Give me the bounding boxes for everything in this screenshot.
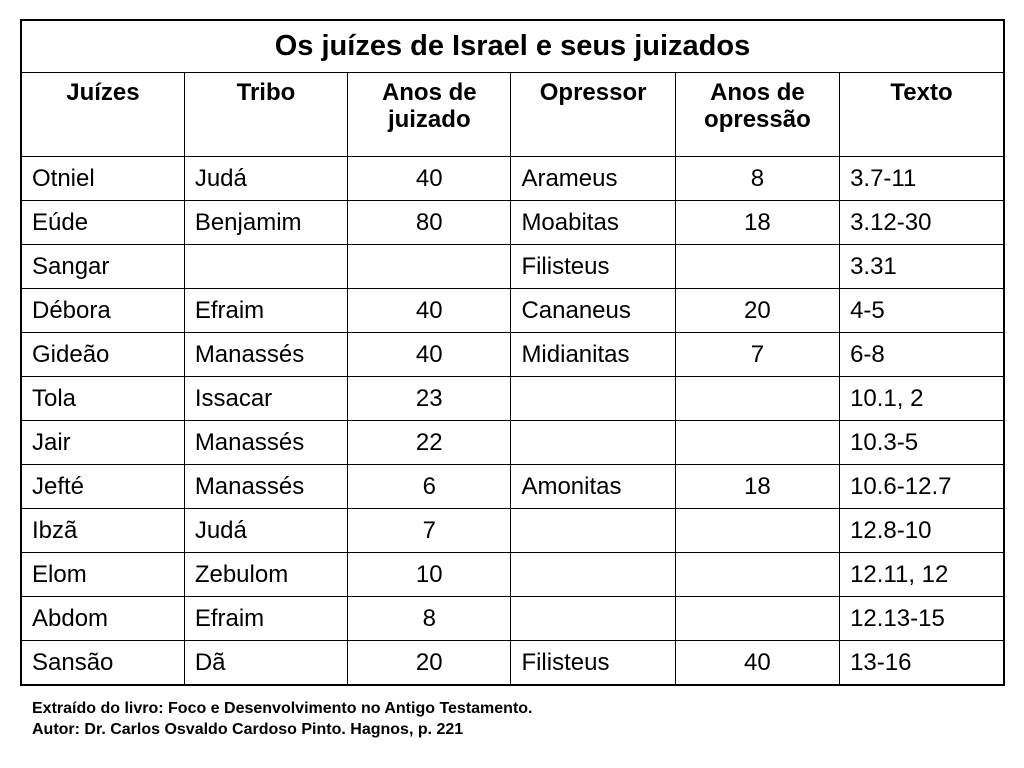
cell-oppressor: Midianitas: [510, 332, 676, 377]
cell-years-judged: 22: [347, 420, 512, 465]
cell-judge: Jair: [20, 420, 185, 465]
cell-judge: Sansão: [20, 640, 185, 686]
cell-text-reference: 4-5: [839, 288, 1005, 333]
cell-judge: Abdom: [20, 596, 185, 641]
table-body: Otniel Judá 40 Arameus 8 3.7-11 Eúde Ben…: [20, 156, 1005, 686]
column-header-tribo: Tribo: [183, 72, 349, 157]
cell-text-reference: 12.13-15: [839, 596, 1005, 641]
cell-text-reference: 10.6-12.7: [839, 464, 1005, 509]
table-row: Jefté Manassés 6 Amonitas 18 10.6-12.7: [20, 464, 1005, 509]
table-row: Elom Zebulom 10 12.11, 12: [20, 552, 1005, 597]
cell-text-reference: 6-8: [839, 332, 1005, 377]
cell-tribe: Efraim: [183, 596, 349, 641]
cell-years-judged: 10: [347, 552, 512, 597]
table-row: Sansão Dã 20 Filisteus 40 13-16: [20, 640, 1005, 686]
cell-oppressor: [510, 596, 676, 641]
cell-tribe: Efraim: [183, 288, 349, 333]
cell-oppressor: [510, 552, 676, 597]
cell-oppressor: Arameus: [510, 156, 676, 201]
cell-text-reference: 10.3-5: [839, 420, 1005, 465]
cell-tribe: Judá: [183, 156, 349, 201]
cell-years-oppressed: [674, 596, 841, 641]
cell-years-oppressed: [674, 552, 841, 597]
judges-table: Os juízes de Israel e seus juizados Juíz…: [20, 19, 1005, 686]
cell-judge: Elom: [20, 552, 185, 597]
cell-years-judged: 20: [347, 640, 512, 686]
header-row: Juízes Tribo Anos de juizado Opressor An…: [20, 72, 1005, 157]
table-row: Sangar Filisteus 3.31: [20, 244, 1005, 289]
cell-tribe: Judá: [183, 508, 349, 553]
cell-oppressor: [510, 376, 676, 421]
table-row: Otniel Judá 40 Arameus 8 3.7-11: [20, 156, 1005, 201]
cell-oppressor: Amonitas: [510, 464, 676, 509]
cell-tribe: Manassés: [183, 332, 349, 377]
cell-text-reference: 12.8-10: [839, 508, 1005, 553]
source-footnote: Extraído do livro: Foco e Desenvolviment…: [32, 698, 533, 740]
cell-years-oppressed: 20: [674, 288, 841, 333]
cell-tribe: Dã: [183, 640, 349, 686]
cell-tribe: Benjamim: [183, 200, 349, 245]
cell-oppressor: [510, 508, 676, 553]
cell-years-oppressed: [674, 508, 841, 553]
cell-text-reference: 3.12-30: [839, 200, 1005, 245]
column-header-anos-de-opressao: Anos de opressão: [674, 72, 841, 157]
cell-years-judged: 7: [347, 508, 512, 553]
cell-judge: Ibzã: [20, 508, 185, 553]
cell-years-oppressed: 8: [674, 156, 841, 201]
cell-text-reference: 12.11, 12: [839, 552, 1005, 597]
cell-tribe: Issacar: [183, 376, 349, 421]
cell-tribe: Manassés: [183, 420, 349, 465]
cell-years-oppressed: 18: [674, 200, 841, 245]
cell-judge: Otniel: [20, 156, 185, 201]
cell-judge: Eúde: [20, 200, 185, 245]
table-row: Jair Manassés 22 10.3-5: [20, 420, 1005, 465]
column-header-texto: Texto: [839, 72, 1005, 157]
cell-oppressor: Filisteus: [510, 640, 676, 686]
cell-years-oppressed: [674, 244, 841, 289]
cell-years-oppressed: 7: [674, 332, 841, 377]
cell-years-judged: 80: [347, 200, 512, 245]
cell-years-oppressed: [674, 376, 841, 421]
cell-years-judged: 8: [347, 596, 512, 641]
cell-judge: Gideão: [20, 332, 185, 377]
table-title: Os juízes de Israel e seus juizados: [20, 19, 1005, 73]
footnote-author-line: Autor: Dr. Carlos Osvaldo Cardoso Pinto.…: [32, 721, 464, 738]
cell-years-judged: 40: [347, 332, 512, 377]
cell-years-judged: 40: [347, 156, 512, 201]
cell-years-oppressed: 40: [674, 640, 841, 686]
cell-oppressor: Moabitas: [510, 200, 676, 245]
column-header-anos-de-juizado: Anos de juizado: [347, 72, 512, 157]
cell-text-reference: 10.1, 2: [839, 376, 1005, 421]
footnote-source-line: Extraído do livro: Foco e Desenvolviment…: [32, 700, 533, 717]
cell-tribe: [183, 244, 349, 289]
table-row: Tola Issacar 23 10.1, 2: [20, 376, 1005, 421]
cell-judge: Sangar: [20, 244, 185, 289]
cell-oppressor: Cananeus: [510, 288, 676, 333]
table-row: Ibzã Judá 7 12.8-10: [20, 508, 1005, 553]
cell-oppressor: [510, 420, 676, 465]
cell-text-reference: 3.7-11: [839, 156, 1005, 201]
cell-years-judged: [347, 244, 512, 289]
cell-years-judged: 23: [347, 376, 512, 421]
title-row: Os juízes de Israel e seus juizados: [20, 19, 1005, 73]
cell-years-oppressed: 18: [674, 464, 841, 509]
table-row: Gideão Manassés 40 Midianitas 7 6-8: [20, 332, 1005, 377]
column-header-opressor: Opressor: [510, 72, 676, 157]
cell-tribe: Zebulom: [183, 552, 349, 597]
cell-judge: Débora: [20, 288, 185, 333]
cell-text-reference: 13-16: [839, 640, 1005, 686]
table-row: Débora Efraim 40 Cananeus 20 4-5: [20, 288, 1005, 333]
cell-judge: Tola: [20, 376, 185, 421]
table-row: Abdom Efraim 8 12.13-15: [20, 596, 1005, 641]
table-row: Eúde Benjamim 80 Moabitas 18 3.12-30: [20, 200, 1005, 245]
cell-tribe: Manassés: [183, 464, 349, 509]
column-header-juizes: Juízes: [20, 72, 185, 157]
cell-oppressor: Filisteus: [510, 244, 676, 289]
cell-years-judged: 6: [347, 464, 512, 509]
cell-years-judged: 40: [347, 288, 512, 333]
cell-judge: Jefté: [20, 464, 185, 509]
cell-text-reference: 3.31: [839, 244, 1005, 289]
cell-years-oppressed: [674, 420, 841, 465]
